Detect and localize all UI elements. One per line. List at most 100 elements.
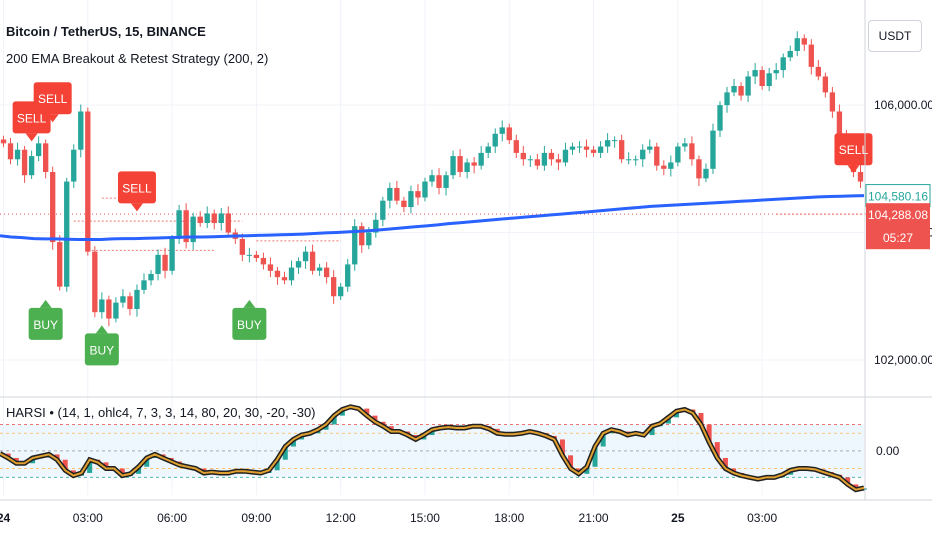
candle-body [225, 213, 231, 233]
sell-signal-label: SELL [122, 181, 152, 195]
candle-body [106, 299, 112, 319]
candle-body [731, 86, 737, 93]
buy-signal-pointer [39, 299, 52, 308]
candle-body [555, 159, 562, 163]
candle-body [787, 50, 793, 58]
candle-body [640, 149, 646, 160]
candle-body [457, 156, 463, 173]
candle-body [113, 302, 119, 319]
candle-body [464, 162, 470, 173]
candle-body [724, 92, 730, 106]
candle-body [822, 76, 829, 93]
ema-200-line [0, 194, 865, 241]
candle-body [766, 73, 772, 87]
candle-body [534, 159, 541, 166]
symbol-title[interactable]: Bitcoin / TetherUS, 15, BINANCE [6, 24, 206, 39]
candle-body [338, 286, 344, 297]
time-tick-label: 24 [0, 511, 11, 525]
candle-body [647, 146, 653, 150]
time-tick-label: 06:00 [157, 511, 187, 525]
time-tick-label: 03:00 [747, 511, 777, 525]
candle-body [401, 200, 407, 208]
candle-body [57, 242, 63, 287]
candle-body [710, 130, 716, 169]
harsi-candle [584, 466, 590, 474]
currency-unit-button[interactable]: USDT [868, 20, 922, 52]
time-tick-label: 09:00 [241, 511, 271, 525]
time-tick-label: 03:00 [73, 511, 103, 525]
sell-signal-pointer [847, 165, 860, 174]
candle-body [506, 127, 512, 141]
candle-body [618, 140, 625, 160]
candle-body [71, 149, 77, 182]
candle-body [773, 70, 779, 74]
harsi-candle [559, 439, 565, 456]
candle-body [408, 191, 414, 208]
candle-body [190, 216, 196, 243]
candle-body [576, 146, 583, 148]
candle-body [35, 143, 42, 157]
candle-body [661, 165, 667, 169]
candle-body [443, 175, 449, 188]
price-tick-label: 102,000.00 [874, 353, 932, 367]
candle-body [78, 111, 84, 150]
candle-body [759, 70, 765, 87]
candle-body [485, 146, 491, 153]
candle-body [260, 258, 267, 265]
candle-body [239, 238, 246, 255]
candle-body [246, 254, 253, 256]
candle-body [857, 172, 864, 182]
candle-body [590, 149, 597, 153]
candle-body [387, 187, 393, 201]
candle-body [92, 251, 98, 313]
candle-body [541, 152, 548, 166]
candle-body [717, 105, 723, 131]
candle-body [562, 149, 569, 163]
osc-zero-label: 0.00 [876, 444, 900, 458]
candle-body [352, 226, 358, 265]
candle-body [569, 146, 576, 150]
candle-body [366, 232, 372, 246]
time-tick-label: 25 [671, 511, 685, 525]
candle-body [633, 159, 639, 161]
candle-body [689, 143, 695, 160]
buy-signal-pointer [243, 299, 256, 308]
candle-body [85, 111, 91, 252]
candle-body [478, 152, 484, 166]
candle-body [801, 38, 807, 45]
sell-signal-label: SELL [17, 111, 47, 125]
countdown-label: 05:27 [883, 231, 913, 245]
candle-body [120, 296, 126, 303]
candle-body [675, 146, 681, 163]
sell-signal-box [33, 82, 72, 115]
harsi-indicator-label[interactable]: HARSI • (14, 1, ohlc4, 7, 3, 3, 14, 80, … [6, 405, 316, 420]
candle-body [654, 146, 660, 166]
candle-body [14, 149, 21, 160]
candle-body [281, 277, 288, 281]
sell-signal-box [834, 133, 873, 166]
candle-body [148, 273, 154, 281]
price-tick-label: 106,000.00 [874, 98, 932, 112]
harsi-candle [331, 415, 337, 425]
candle-body [359, 226, 365, 246]
candle-body [141, 280, 147, 290]
candle-body [597, 146, 604, 153]
buy-signal-label: BUY [237, 318, 262, 332]
time-tick-label: 12:00 [326, 511, 356, 525]
strategy-label[interactable]: 200 EMA Breakout & Retest Strategy (200,… [6, 51, 269, 66]
candle-body [295, 261, 302, 268]
candle-body [548, 152, 555, 160]
last-price-label: 104,288.08 [868, 208, 928, 222]
candle-body [808, 44, 814, 67]
harsi-candle [592, 446, 598, 467]
candle-body [28, 156, 35, 176]
candle-body [316, 267, 323, 271]
candle-body [204, 213, 210, 223]
candle-body [668, 162, 674, 169]
harsi-candle [600, 433, 606, 447]
candle-body [471, 162, 477, 166]
harsi-candle [845, 477, 851, 485]
candle-body [611, 140, 618, 142]
candle-body [780, 57, 786, 71]
